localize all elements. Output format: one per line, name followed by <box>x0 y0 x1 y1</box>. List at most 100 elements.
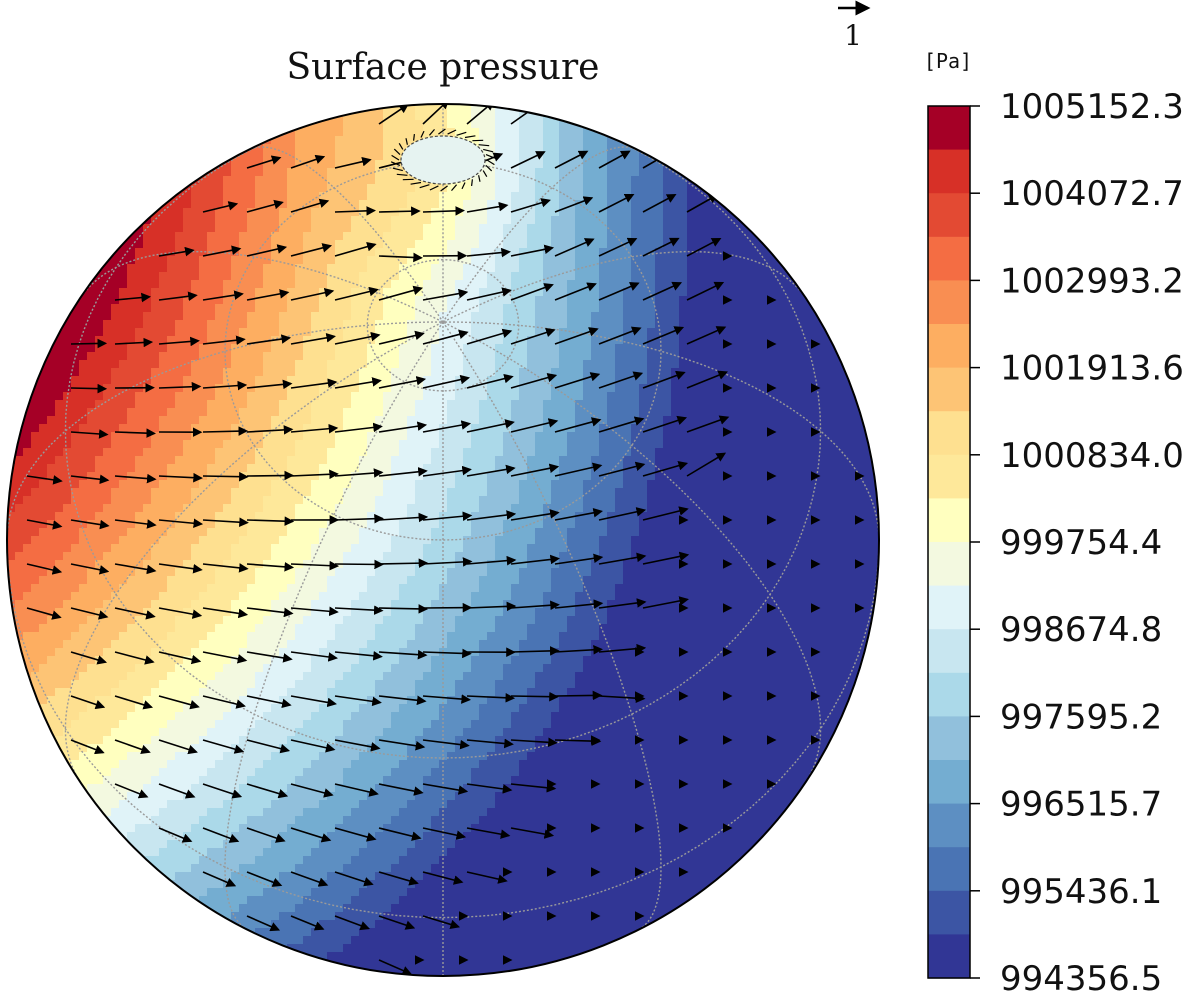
pressure-cell <box>615 496 624 505</box>
pressure-cell <box>751 472 760 481</box>
pressure-cell <box>319 136 328 145</box>
pressure-cell <box>807 288 816 297</box>
pressure-cell <box>735 504 744 513</box>
pressure-cell <box>399 272 408 281</box>
pressure-cell <box>407 200 416 209</box>
pressure-cell <box>663 304 672 313</box>
pressure-cell <box>295 288 304 297</box>
pressure-cell <box>127 336 136 345</box>
pressure-cell <box>311 488 320 497</box>
pressure-cell <box>815 344 824 353</box>
pressure-cell <box>191 320 200 329</box>
pressure-cell <box>367 264 376 273</box>
pressure-cell <box>119 544 128 553</box>
pressure-cell <box>183 392 192 401</box>
pressure-cell <box>79 296 88 305</box>
pressure-cell <box>343 176 352 185</box>
pressure-cell <box>279 456 288 465</box>
pressure-cell <box>519 408 528 417</box>
pressure-cell <box>727 232 736 241</box>
pressure-cell <box>583 184 592 193</box>
pressure-cell <box>39 424 48 433</box>
pressure-cell <box>847 464 856 473</box>
pressure-cell <box>231 232 240 241</box>
pressure-cell <box>23 384 32 393</box>
pressure-cell <box>423 504 432 513</box>
pressure-cell <box>671 504 680 513</box>
pressure-cell <box>679 320 688 329</box>
pressure-cell <box>407 360 416 369</box>
pressure-cell <box>135 520 144 529</box>
pressure-cell <box>223 280 232 289</box>
pressure-cell <box>367 480 376 489</box>
pressure-cell <box>463 360 472 369</box>
pressure-cell <box>223 504 232 513</box>
pressure-cell <box>487 184 496 193</box>
pressure-cell <box>247 336 256 345</box>
pressure-cell <box>511 312 520 321</box>
pressure-cell <box>791 480 800 489</box>
pressure-cell <box>95 288 104 297</box>
pressure-cell <box>335 488 344 497</box>
pressure-cell <box>247 448 256 457</box>
pressure-cell <box>295 248 304 257</box>
pressure-cell <box>431 408 440 417</box>
pressure-cell <box>647 368 656 377</box>
pressure-cell <box>815 504 824 513</box>
pressure-cell <box>327 416 336 425</box>
pressure-cell <box>767 512 776 521</box>
pressure-cell <box>295 184 304 193</box>
pressure-cell <box>823 376 832 385</box>
pressure-cell <box>487 208 496 217</box>
pressure-cell <box>687 512 696 521</box>
pressure-cell <box>63 440 72 449</box>
pressure-cell <box>167 344 176 353</box>
pressure-cell <box>567 320 576 329</box>
pressure-cell <box>255 312 264 321</box>
pressure-cell <box>647 520 656 529</box>
pressure-cell <box>327 456 336 465</box>
pressure-cell <box>719 304 728 313</box>
pressure-cell <box>175 312 184 321</box>
pressure-cell <box>111 368 120 377</box>
pressure-cell <box>391 136 400 145</box>
pressure-cell <box>687 272 696 281</box>
pressure-cell <box>615 456 624 465</box>
pressure-cell <box>231 192 240 201</box>
pressure-cell <box>719 480 728 489</box>
pressure-cell <box>703 424 712 433</box>
pressure-cell <box>543 512 552 521</box>
pressure-cell <box>439 216 448 225</box>
pressure-cell <box>231 328 240 337</box>
pressure-cell <box>455 480 464 489</box>
pressure-cell <box>767 504 776 513</box>
pressure-cell <box>623 392 632 401</box>
pressure-cell <box>647 328 656 337</box>
pressure-cell <box>231 144 240 153</box>
pressure-cell <box>687 480 696 489</box>
pressure-cell <box>151 344 160 353</box>
pressure-cell <box>415 512 424 521</box>
pressure-cell <box>471 232 480 241</box>
pressure-cell <box>503 480 512 489</box>
pressure-cell <box>367 464 376 473</box>
pressure-cell <box>759 472 768 481</box>
pressure-cell <box>343 360 352 369</box>
pressure-cell <box>751 456 760 465</box>
pressure-cell <box>639 312 648 321</box>
pressure-cell <box>751 408 760 417</box>
pressure-cell <box>639 520 648 529</box>
pressure-cell <box>423 344 432 353</box>
pressure-cell <box>311 304 320 313</box>
pressure-cell <box>367 456 376 465</box>
pressure-cell <box>487 440 496 449</box>
pressure-cell <box>399 448 408 457</box>
pressure-cell <box>159 272 168 281</box>
pressure-cell <box>647 480 656 489</box>
pressure-cell <box>167 376 176 385</box>
pressure-cell <box>407 312 416 321</box>
pressure-cell <box>431 120 440 129</box>
pressure-cell <box>735 472 744 481</box>
pressure-cell <box>351 248 360 257</box>
pressure-cell <box>607 488 616 497</box>
